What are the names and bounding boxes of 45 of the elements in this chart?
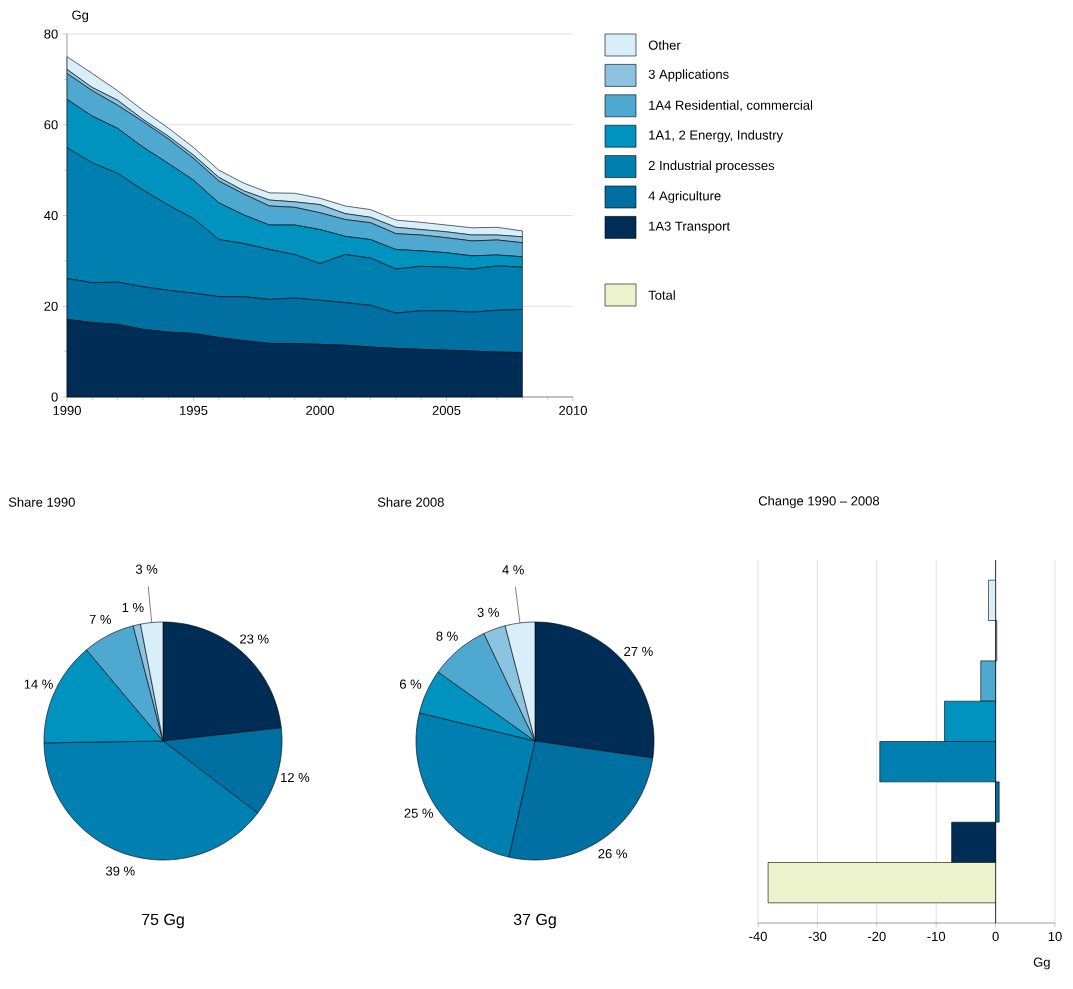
chart-title: Share 1990 [8, 497, 75, 507]
x-tick-label: -40 [749, 931, 767, 942]
data-label: 26 % [598, 849, 627, 859]
data-label: 6 % [399, 679, 422, 689]
data-label: 12 % [281, 772, 310, 783]
x-tick-label: -10 [927, 931, 946, 942]
text: Total [648, 290, 675, 300]
chart-title: Change 1990 – 2008 [758, 495, 880, 509]
y-tick-label: 60 [44, 120, 58, 130]
legend-label: 3 Applications [648, 69, 729, 82]
data-label: 3 % [135, 564, 158, 574]
data-label: 3 % [477, 607, 499, 617]
y-tick-label: 20 [44, 301, 58, 311]
data-label: 25 % [404, 808, 434, 818]
y-tick-label: 0 [51, 392, 58, 402]
chart-title: Share 2008 [377, 497, 444, 507]
x-tick-label: 1990 [53, 405, 81, 415]
data-label: 8 % [436, 631, 458, 641]
legend-label: 2 Industrial processes [648, 160, 775, 173]
x-tick-label: 10 [1048, 931, 1062, 942]
data-label: 14 % [24, 679, 53, 689]
x-tick-label: -20 [867, 931, 886, 942]
x-tick-label: -30 [808, 931, 827, 942]
legend-label: 1A3 Transport [649, 221, 730, 234]
x-axis-title: Gg [1033, 957, 1050, 970]
x-tick-label: 2005 [432, 405, 461, 415]
x-tick-label: 0 [992, 931, 999, 942]
data-label: 7 % [89, 614, 112, 624]
x-tick-label: 2010 [559, 405, 587, 415]
data-label: 4 % [502, 565, 524, 575]
legend-label: 1A4 Residential, commercial [649, 100, 813, 112]
x-tick-label: 1995 [180, 405, 208, 415]
data-label: 27 % [624, 646, 653, 656]
y-tick-label: 80 [44, 29, 58, 39]
data-label: 39 % [105, 866, 135, 876]
legend-label: Other [648, 40, 681, 50]
data-label: 23 % [240, 634, 269, 644]
x-tick-label: 2000 [306, 405, 334, 415]
legend-label: 4 Agriculture [648, 190, 721, 204]
text: 75 Gg [142, 913, 184, 929]
data-label: 1 % [122, 602, 144, 613]
text: 37 Gg [513, 913, 556, 929]
y-tick-label: 40 [44, 210, 58, 221]
legend-label: 1A1, 2 Energy, Industry [649, 130, 784, 143]
y-axis-title: Gg [72, 10, 89, 23]
